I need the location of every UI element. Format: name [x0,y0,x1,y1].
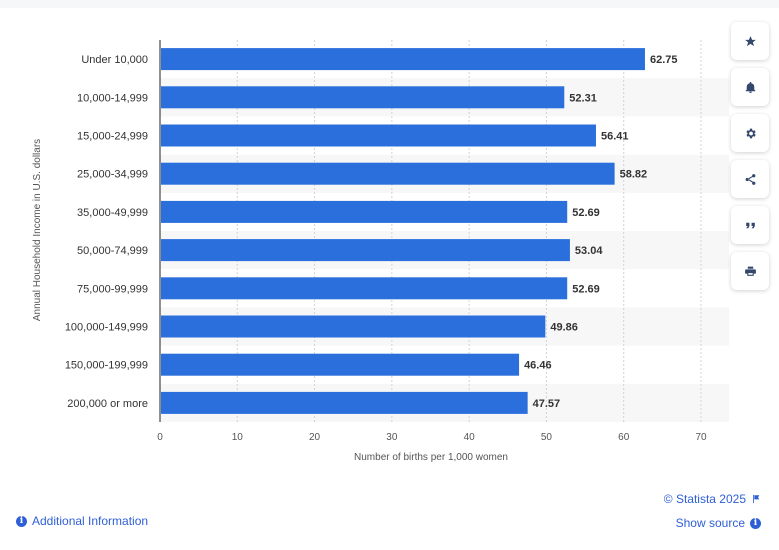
x-tick-label: 70 [695,432,707,443]
flag-icon [751,494,761,504]
notification-button[interactable] [731,68,769,106]
category-label: 100,000-149,999 [65,322,148,334]
print-icon [744,266,756,276]
copyright-text: © Statista 2025 [663,492,746,506]
value-label: 46.46 [524,360,552,372]
value-label: 62.75 [650,54,678,66]
x-tick-labels: 0 10 20 30 40 50 60 70 [157,432,707,443]
bar [161,162,615,185]
settings-button[interactable] [731,114,769,152]
value-label: 47.57 [533,398,561,410]
additional-information-link[interactable]: i Additional Information [16,514,148,528]
category-label: 25,000-34,999 [77,169,148,181]
x-tick-label: 20 [309,432,321,443]
value-label: 53.04 [575,245,603,257]
top-strip [0,0,779,8]
category-label: 200,000 or more [67,398,148,410]
category-label: 15,000-24,999 [77,131,148,143]
bar [161,86,565,109]
x-tick-label: 30 [386,432,398,443]
value-label: 52.69 [572,283,600,295]
x-tick-label: 60 [618,432,630,443]
value-label: 56.41 [601,131,629,143]
x-tick-label: 50 [541,432,553,443]
bar [161,200,568,223]
gear-icon [745,128,756,138]
bar [161,277,568,300]
category-label: 150,000-199,999 [65,360,148,372]
info-icon: i [16,515,27,527]
category-label: 50,000-74,999 [77,245,148,257]
category-label: 75,000-99,999 [77,283,148,295]
x-tick-label: 0 [157,432,163,443]
info-icon: i [750,517,761,529]
category-label: Under 10,000 [81,54,148,66]
value-label: 58.82 [620,169,648,181]
bar [161,391,528,414]
quote-icon [745,222,755,228]
bar [161,124,596,147]
show-source-link[interactable]: Show source i [676,516,761,530]
share-button[interactable] [731,160,769,198]
x-tick-label: 40 [464,432,476,443]
bar [161,239,570,262]
category-labels: Under 10,000 10,000-14,999 15,000-24,999 25… [65,54,148,410]
bell-icon [745,81,755,93]
category-label: 10,000-14,999 [77,92,148,104]
value-labels: 62.75 52.31 56.41 58.82 52.69 53.04 52.69 49.86… [524,54,677,410]
chart-toolbar [731,22,771,298]
bar [161,315,546,338]
x-tick-label: 10 [232,432,244,443]
star-icon [744,35,756,46]
show-source-text: Show source [675,516,745,530]
additional-information-text: Additional Information [32,514,149,528]
copyright[interactable]: © Statista 2025 [664,492,761,506]
x-axis-label: Number of births per 1,000 women [354,452,508,463]
print-button[interactable] [731,252,769,290]
bar [161,48,645,71]
category-label: 35,000-49,999 [77,207,148,219]
share-icon [745,173,755,185]
value-label: 52.31 [569,92,597,104]
bookmark-button[interactable] [731,22,769,60]
cite-button[interactable] [731,206,769,244]
bar [161,353,520,376]
bars [161,48,645,414]
y-axis-label: Annual Household Income in U.S. dollars [32,139,43,321]
grid-lines [159,40,702,422]
value-label: 52.69 [572,207,600,219]
value-label: 49.86 [550,322,578,334]
